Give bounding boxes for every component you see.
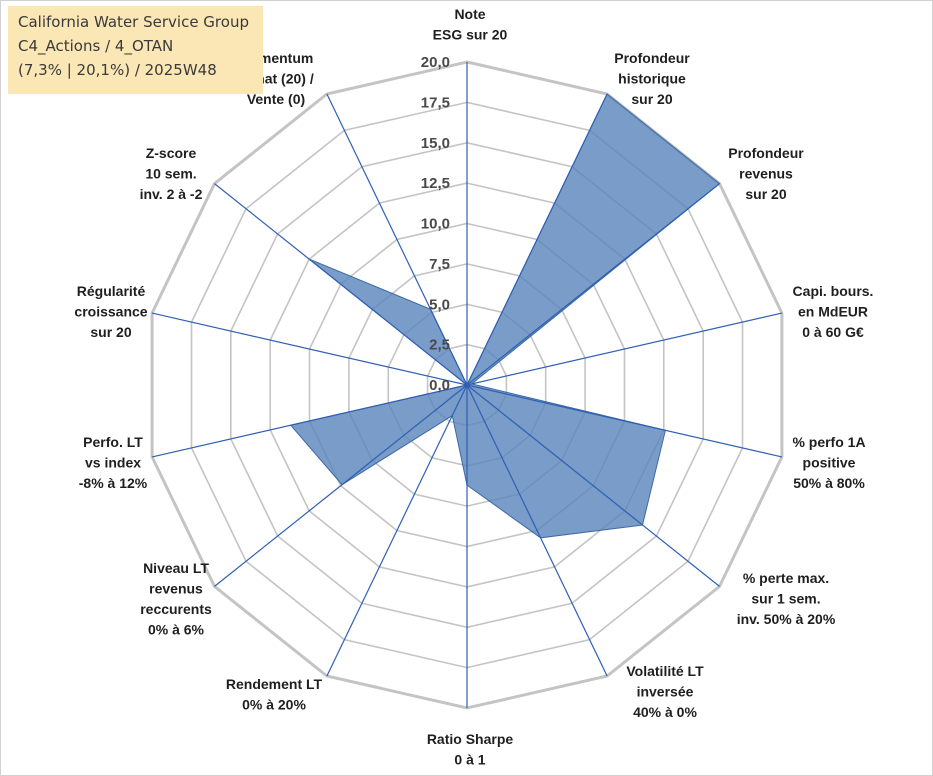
category-label-line: revenus — [739, 166, 793, 182]
category-label-line: 50% à 80% — [793, 475, 865, 491]
category-label-line: inv. 50% à 20% — [737, 611, 836, 627]
radial-tick-labels: 0,0 2,5 5,0 7,5 10,0 12,5 15,0 17,5 20,0 — [421, 54, 450, 394]
category-label: % perte max. sur 1 sem. inv. 50% à 20% — [737, 570, 836, 627]
tick-label: 2,5 — [429, 337, 450, 354]
series-area — [289, 93, 721, 539]
category-label-line: vs index — [85, 455, 141, 471]
category-label-line: 0% à 6% — [148, 622, 205, 638]
tick-label: 5,0 — [429, 296, 450, 313]
tick-label: 17,5 — [421, 94, 450, 111]
chart-subtitle-path: C4_Actions / 4_OTAN — [18, 37, 174, 55]
tick-label: 7,5 — [429, 256, 450, 273]
series-layer — [289, 93, 721, 539]
category-label-line: Rendement LT — [226, 676, 323, 692]
category-label-line: Niveau LT — [143, 560, 209, 576]
category-label: Volatilité LT inversée 40% à 0% — [626, 663, 704, 720]
category-label-line: Capi. bours. — [793, 283, 874, 299]
category-label-line: Perfo. LT — [83, 434, 143, 450]
spoke-line — [151, 312, 468, 386]
category-label-line: Volatilité LT — [626, 663, 704, 679]
category-label: Rendement LT 0% à 20% — [226, 676, 323, 713]
category-label: Régularité croissance sur 20 — [74, 283, 147, 340]
category-label-line: 0% à 20% — [242, 697, 306, 713]
spoke-line — [466, 93, 608, 386]
chart-subtitle-stats: (7,3% | 20,1%) / 2025W48 — [18, 61, 217, 79]
category-label-line: sur 1 sem. — [751, 591, 820, 607]
category-label-line: Note — [454, 6, 485, 22]
spoke-line — [466, 384, 720, 587]
category-label-line: % perfo 1A — [792, 434, 865, 450]
spoke-line — [326, 93, 468, 386]
tick-label: 10,0 — [421, 216, 450, 233]
spoke-line — [151, 384, 468, 458]
category-label: Profondeur historique sur 20 — [614, 50, 690, 107]
tick-label: 20,0 — [421, 54, 450, 71]
category-label-line: Profondeur — [728, 145, 804, 161]
category-label-line: ESG sur 20 — [433, 27, 508, 43]
category-label-line: reccurents — [140, 601, 212, 617]
category-label-line: Profondeur — [614, 50, 690, 66]
category-labels: Note ESG sur 20 Profondeur historique sur 20… — [74, 6, 873, 768]
category-label-line: croissance — [74, 304, 147, 320]
category-label: Profondeur revenus sur 20 — [728, 145, 804, 202]
spoke-line — [326, 384, 468, 677]
category-label: Note ESG sur 20 — [433, 6, 508, 43]
category-label-line: 10 sem. — [145, 166, 196, 182]
category-label-line: en MdEUR — [798, 304, 868, 320]
chart-title-box: California Water Service Group C4_Action… — [8, 6, 263, 94]
spoke-line — [466, 384, 783, 458]
chart-title: California Water Service Group — [18, 13, 249, 31]
category-label-line: revenus — [149, 581, 203, 597]
tick-label: 0,0 — [429, 377, 450, 394]
category-label-line: inv. 2 à -2 — [140, 186, 203, 202]
spoke-line — [466, 312, 783, 386]
category-label: Z-score 10 sem. inv. 2 à -2 — [140, 145, 203, 202]
category-label: Niveau LT revenus reccurents 0% à 6% — [140, 560, 212, 638]
category-label: Perfo. LT vs index -8% à 12% — [79, 434, 148, 491]
tick-label: 15,0 — [421, 135, 450, 152]
category-label-line: 40% à 0% — [633, 704, 697, 720]
category-label-line: 0 à 1 — [454, 752, 485, 768]
spoke-line — [466, 384, 608, 677]
tick-label: 12,5 — [421, 175, 450, 192]
category-label-line: Régularité — [77, 283, 146, 299]
category-label-line: sur 20 — [745, 186, 786, 202]
spoke-line — [214, 183, 468, 386]
radar-spokes — [151, 62, 783, 708]
category-label-line: historique — [618, 71, 686, 87]
category-label-line: sur 20 — [90, 324, 131, 340]
category-label-line: Z-score — [146, 145, 197, 161]
category-label: Ratio Sharpe 0 à 1 — [427, 731, 514, 768]
category-label-line: 0 à 60 G€ — [802, 324, 864, 340]
category-label-line: Vente (0) — [247, 91, 305, 107]
category-label-line: Ratio Sharpe — [427, 731, 514, 747]
category-label-line: positive — [803, 455, 856, 471]
category-label-line: inversée — [637, 684, 694, 700]
category-label-line: -8% à 12% — [79, 475, 148, 491]
category-label: Capi. bours. en MdEUR 0 à 60 G€ — [793, 283, 874, 340]
category-label: % perfo 1A positive 50% à 80% — [792, 434, 865, 491]
spoke-line — [214, 384, 468, 587]
category-label-line: % perte max. — [743, 570, 829, 586]
category-label-line: sur 20 — [631, 91, 672, 107]
spoke-line — [466, 183, 720, 386]
